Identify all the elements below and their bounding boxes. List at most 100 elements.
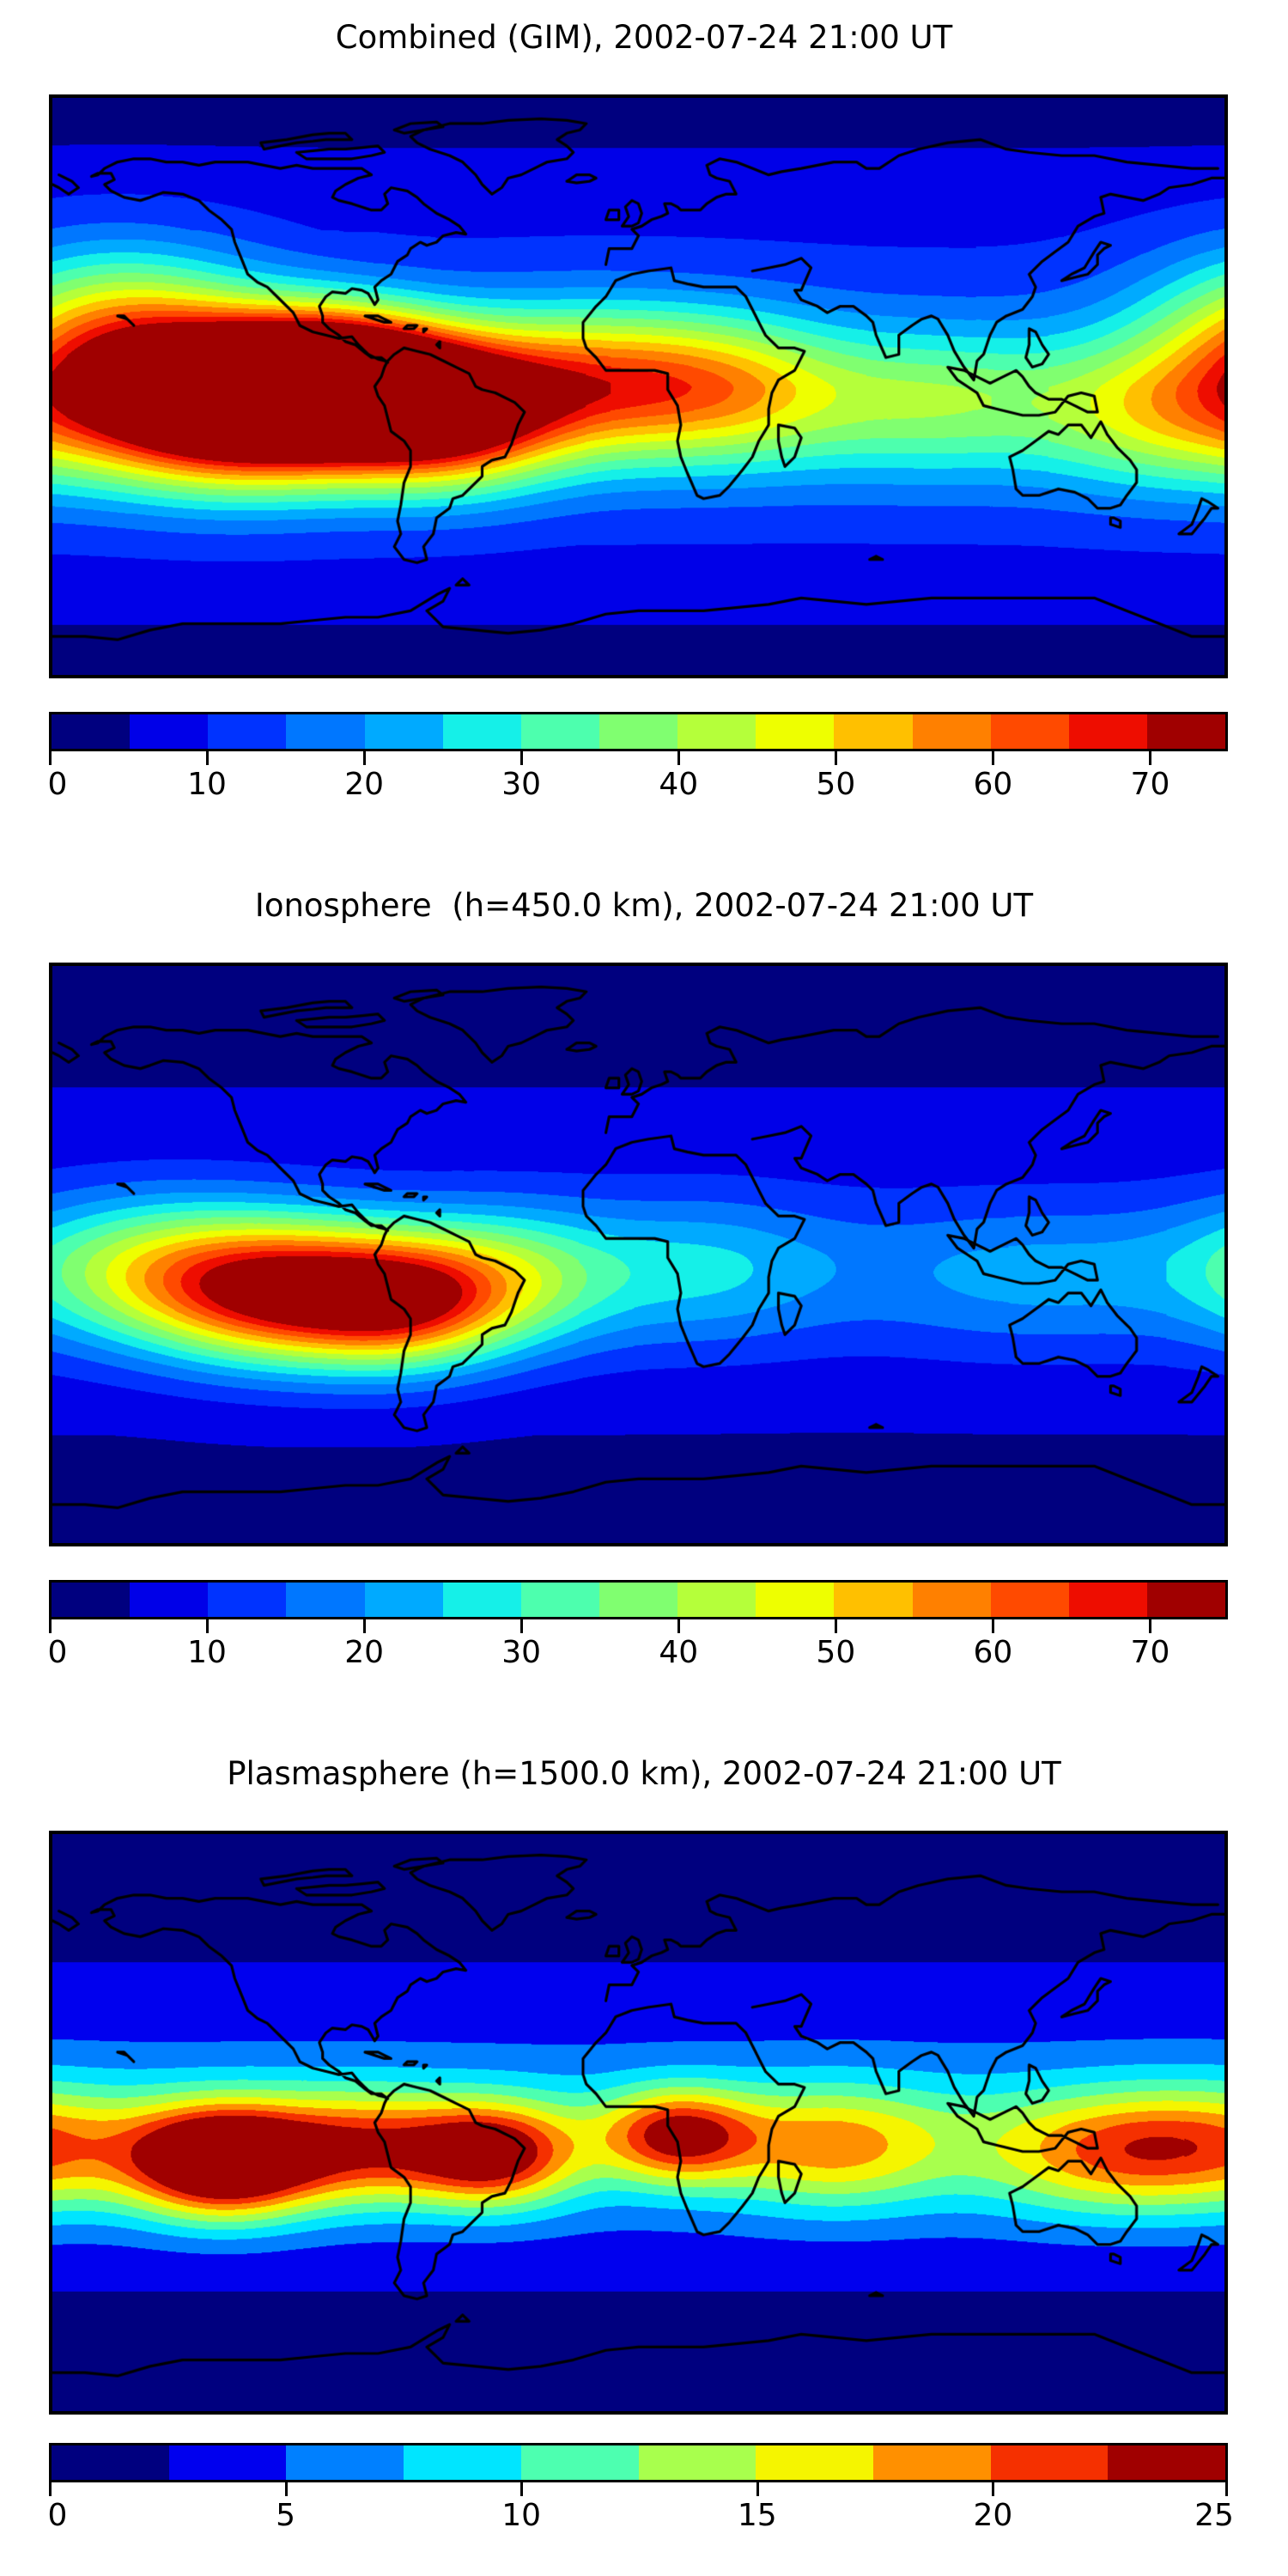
map-ionosphere bbox=[49, 963, 1228, 1546]
colorbar-band bbox=[638, 2445, 756, 2480]
colorbar-band bbox=[1108, 2445, 1226, 2480]
colorbar-strip-ionosphere bbox=[49, 1580, 1228, 1619]
colorbar-tick bbox=[835, 751, 838, 765]
colorbar-tick-label: 25 bbox=[1194, 2498, 1234, 2533]
colorbar-tick-label: 30 bbox=[501, 1635, 542, 1670]
colorbar-band bbox=[756, 1583, 835, 1617]
colorbar-band bbox=[756, 714, 835, 749]
colorbar-tick bbox=[1225, 2482, 1228, 2496]
panel-title-combined: Combined (GIM), 2002-07-24 21:00 UT bbox=[335, 19, 953, 56]
colorbar-tick-label: 70 bbox=[1130, 1635, 1170, 1670]
colorbar-band bbox=[52, 1583, 131, 1617]
colorbar-tick bbox=[1149, 751, 1152, 765]
colorbar-tick-label: 20 bbox=[344, 1635, 385, 1670]
colorbar-band bbox=[677, 714, 756, 749]
colorbar-tick-label: 15 bbox=[737, 2498, 777, 2533]
colorbar-tick bbox=[49, 1619, 52, 1633]
colorbar-band bbox=[208, 1583, 287, 1617]
colorbar-tick bbox=[992, 1619, 995, 1633]
colorbar-band bbox=[130, 714, 209, 749]
colorbar-band bbox=[208, 714, 287, 749]
colorbar-tick bbox=[284, 2482, 288, 2496]
colorbar-axis-combined: 0 10 20 30 40 50 60 70 bbox=[47, 751, 1228, 803]
colorbar-band bbox=[756, 2445, 873, 2480]
colorbar-tick-label: 70 bbox=[1130, 767, 1170, 802]
colorbar-tick bbox=[992, 2482, 995, 2496]
map-canvas-combined bbox=[52, 98, 1224, 675]
colorbar-band bbox=[286, 1583, 365, 1617]
colorbar-tick-label: 40 bbox=[659, 767, 699, 802]
colorbar-tick bbox=[363, 751, 367, 765]
colorbar-band bbox=[442, 714, 521, 749]
colorbar-tick-label: 60 bbox=[973, 767, 1013, 802]
colorbar-tick bbox=[206, 751, 210, 765]
colorbar-band bbox=[990, 1583, 1069, 1617]
colorbar-tick-label: 50 bbox=[816, 1635, 856, 1670]
colorbar-band bbox=[598, 1583, 678, 1617]
colorbar-tick-label: 10 bbox=[187, 767, 227, 802]
colorbar-band bbox=[912, 714, 991, 749]
colorbar-band bbox=[404, 2445, 521, 2480]
colorbar-band bbox=[990, 2445, 1109, 2480]
colorbar-strip-combined bbox=[49, 712, 1228, 751]
panel-title-plasmasphere: Plasmasphere (h=1500.0 km), 2002-07-24 2… bbox=[227, 1755, 1061, 1792]
colorbar-tick-label: 0 bbox=[47, 2498, 68, 2533]
colorbar-tick bbox=[992, 751, 995, 765]
panel-title-ionosphere: Ionosphere (h=450.0 km), 2002-07-24 21:0… bbox=[254, 887, 1034, 924]
colorbar-band bbox=[286, 2445, 404, 2480]
map-plasmasphere bbox=[49, 1831, 1228, 2415]
colorbar-tick bbox=[677, 751, 681, 765]
colorbar-band bbox=[520, 2445, 639, 2480]
colorbar-band bbox=[990, 714, 1069, 749]
colorbar-band bbox=[520, 1583, 599, 1617]
colorbar-tick bbox=[49, 751, 52, 765]
colorbar-band bbox=[168, 2445, 287, 2480]
colorbar-tick bbox=[835, 1619, 838, 1633]
colorbar-band bbox=[520, 714, 599, 749]
colorbar-band bbox=[677, 1583, 756, 1617]
colorbar-tick-label: 50 bbox=[816, 767, 856, 802]
colorbar-tick-label: 30 bbox=[501, 767, 542, 802]
colorbar-tick bbox=[520, 1619, 524, 1633]
colorbar-axis-plasmasphere: 0 5 10 15 20 25 bbox=[47, 2482, 1234, 2534]
colorbar-band bbox=[364, 714, 443, 749]
colorbar-tick-label: 10 bbox=[501, 2498, 542, 2533]
colorbar-tick bbox=[520, 2482, 524, 2496]
colorbar-tick bbox=[677, 1619, 681, 1633]
colorbar-tick-label: 60 bbox=[973, 1635, 1013, 1670]
colorbar-tick-label: 0 bbox=[47, 1635, 68, 1670]
colorbar-band bbox=[1068, 714, 1147, 749]
colorbar-band bbox=[834, 714, 913, 749]
colorbar-band bbox=[286, 714, 365, 749]
colorbar-band bbox=[442, 1583, 521, 1617]
colorbar-band bbox=[1146, 714, 1226, 749]
colorbar-band bbox=[872, 2445, 991, 2480]
colorbar-band bbox=[52, 714, 131, 749]
colorbar-tick bbox=[1149, 1619, 1152, 1633]
colorbar-tick-label: 0 bbox=[47, 767, 68, 802]
colorbar-axis-ionosphere: 0 10 20 30 40 50 60 70 bbox=[47, 1619, 1228, 1671]
colorbar-strip-plasmasphere bbox=[49, 2443, 1228, 2482]
colorbar-tick bbox=[520, 751, 524, 765]
colorbar-band bbox=[1068, 1583, 1147, 1617]
colorbar-tick bbox=[363, 1619, 367, 1633]
map-combined-gim bbox=[49, 94, 1228, 678]
map-canvas-plasmasphere bbox=[52, 1834, 1224, 2411]
colorbar-band bbox=[912, 1583, 991, 1617]
colorbar-tick bbox=[756, 2482, 759, 2496]
colorbar-band bbox=[598, 714, 678, 749]
colorbar-tick bbox=[206, 1619, 210, 1633]
map-canvas-ionosphere bbox=[52, 966, 1224, 1543]
colorbar-band bbox=[52, 2445, 169, 2480]
colorbar-tick-label: 40 bbox=[659, 1635, 699, 1670]
colorbar-tick-label: 20 bbox=[344, 767, 385, 802]
colorbar-tick-label: 20 bbox=[973, 2498, 1013, 2533]
colorbar-tick-label: 5 bbox=[276, 2498, 296, 2533]
colorbar-band bbox=[834, 1583, 913, 1617]
colorbar-band bbox=[1146, 1583, 1226, 1617]
colorbar-tick bbox=[49, 2482, 52, 2496]
colorbar-band bbox=[364, 1583, 443, 1617]
colorbar-band bbox=[130, 1583, 209, 1617]
colorbar-tick-label: 10 bbox=[187, 1635, 227, 1670]
